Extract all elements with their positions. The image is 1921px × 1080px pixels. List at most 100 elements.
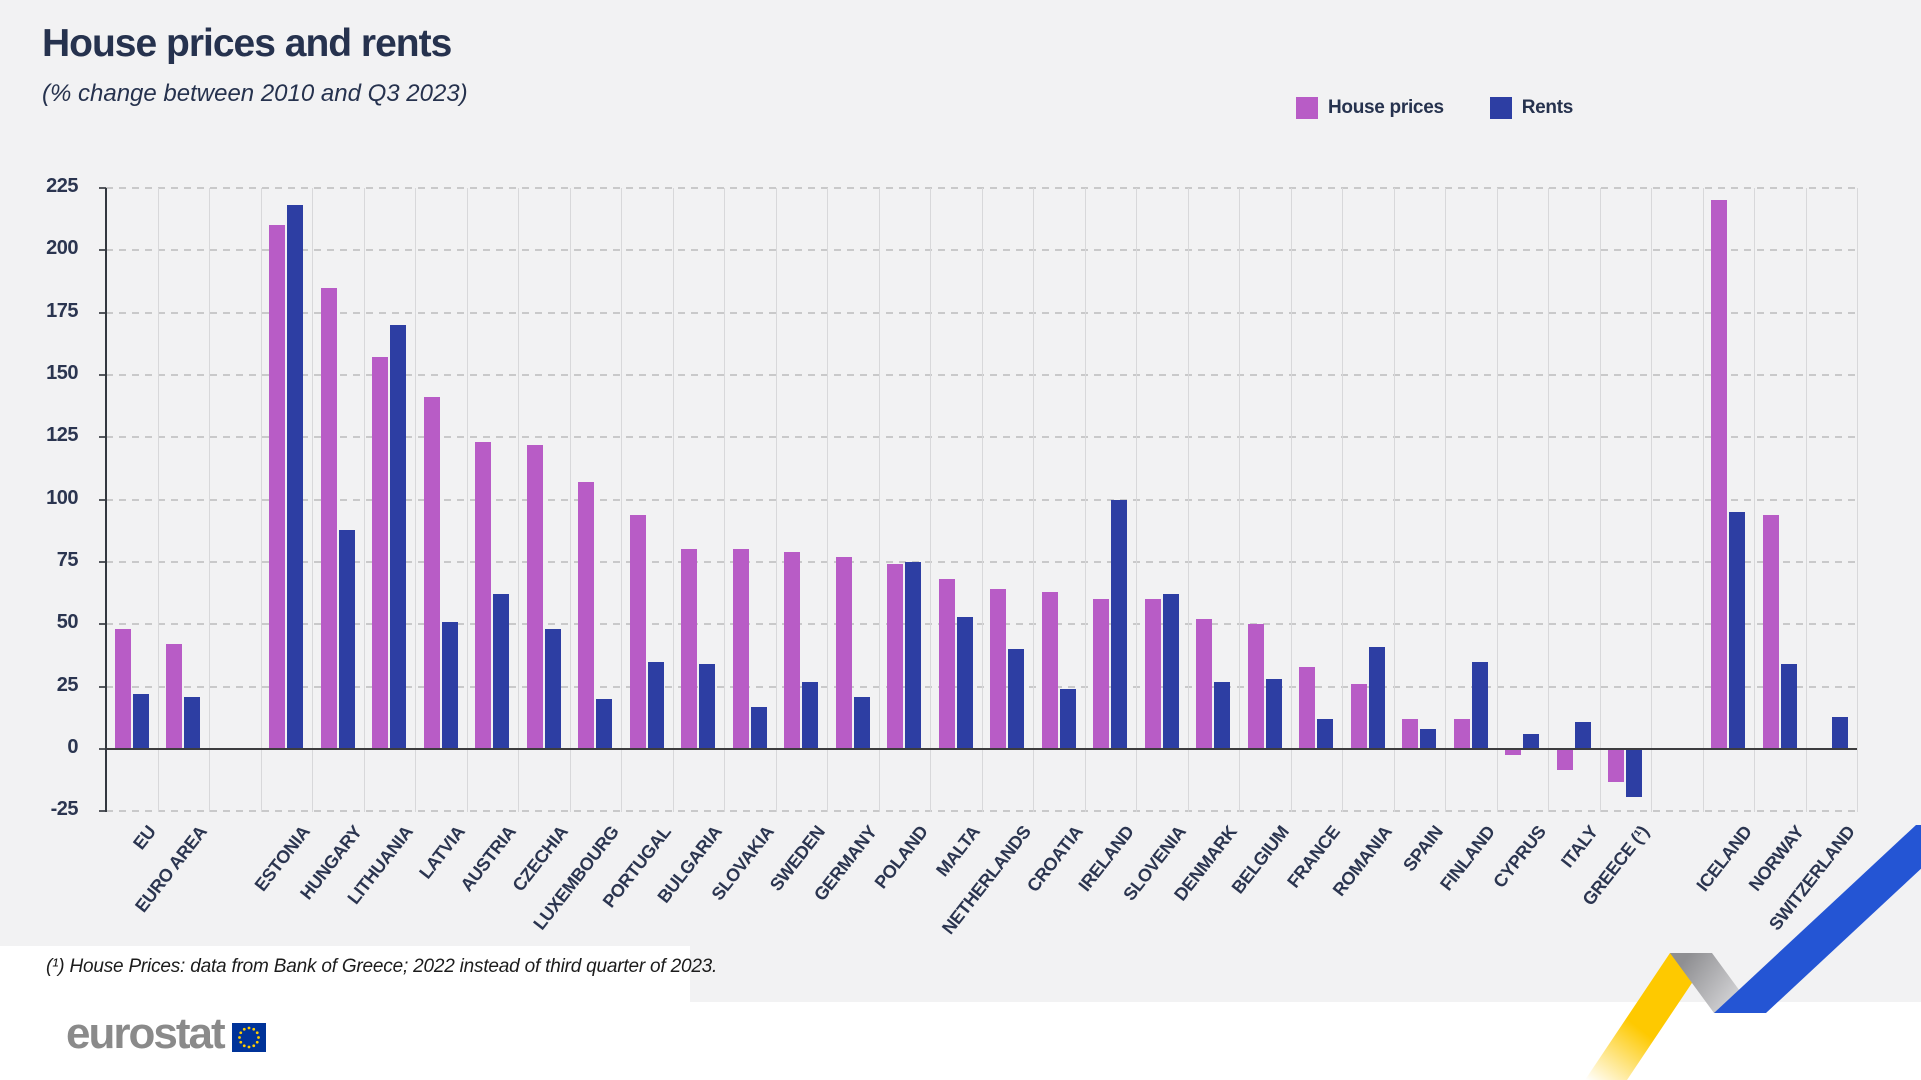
y-axis-tick [99, 623, 106, 626]
slot-gridline [1548, 188, 1549, 812]
slot-gridline [1290, 188, 1292, 812]
bar-house-prices-euro-area [166, 644, 183, 749]
slot-gridline [775, 188, 777, 812]
bar-rents-luxembourg [596, 699, 613, 749]
bar-house-prices-cyprus [1505, 750, 1522, 755]
y-axis-tick [99, 436, 106, 439]
rents-swatch-icon [1489, 97, 1512, 119]
bar-house-prices-iceland [1711, 200, 1728, 749]
y-axis-tick [99, 560, 106, 563]
slot-gridline [1033, 188, 1034, 812]
gridline [106, 186, 1857, 189]
slot-gridline [209, 188, 210, 812]
y-axis-label: 150 [46, 361, 78, 384]
bar-house-prices-portugal [629, 514, 646, 749]
eu-flag-star [247, 1026, 250, 1029]
bar-rents-greece [1626, 750, 1643, 798]
bar-rents-norway [1780, 664, 1797, 749]
y-axis-tick [99, 498, 106, 501]
bar-rents-malta [956, 616, 973, 749]
bar-rents-romania [1368, 646, 1385, 749]
slot-gridline [827, 188, 828, 812]
legend-item-house-prices: House prices [1296, 97, 1444, 119]
bar-rents-euro-area [184, 696, 201, 749]
bar-house-prices-croatia [1041, 591, 1058, 749]
bar-house-prices-czechia [526, 444, 543, 749]
slot-gridline [930, 188, 931, 812]
bar-house-prices-norway [1762, 514, 1779, 749]
slot-gridline [981, 188, 983, 812]
slot-gridline [878, 188, 880, 812]
slot-gridline [569, 188, 571, 812]
bar-rents-estonia [287, 205, 304, 749]
eu-flag-star [238, 1040, 242, 1044]
bar-rents-latvia [441, 621, 458, 749]
eu-flag-star [242, 1027, 246, 1031]
slot-gridline [363, 188, 365, 812]
bar-rents-netherlands [1008, 649, 1025, 749]
bar-house-prices-estonia [269, 225, 286, 749]
y-axis-label: 0 [67, 736, 78, 758]
chart-legend: House prices Rents [1296, 97, 1573, 119]
bar-rents-italy [1574, 721, 1591, 749]
y-axis-tick [99, 685, 106, 688]
bar-house-prices-slovenia [1144, 599, 1161, 749]
bar-house-prices-germany [835, 556, 852, 749]
bar-rents-bulgaria [699, 664, 716, 749]
slot-gridline [1496, 188, 1498, 812]
bar-house-prices-france [1299, 666, 1316, 749]
slot-gridline [415, 188, 416, 812]
y-axis-line [105, 188, 107, 812]
slot-gridline [260, 188, 262, 812]
slot-gridline [1857, 188, 1858, 812]
bar-house-prices-ireland [1093, 599, 1110, 749]
bar-rents-eu [132, 694, 149, 749]
slot-gridline [466, 188, 468, 812]
footnote: (¹) House Prices: data from Bank of Gree… [46, 956, 718, 977]
y-axis-tick [99, 311, 106, 314]
slot-gridline [1084, 188, 1086, 812]
y-axis-label: 225 [46, 174, 78, 197]
slot-gridline [621, 188, 622, 812]
y-axis-label: 125 [46, 424, 78, 447]
slot-gridline [1651, 188, 1652, 812]
bar-house-prices-bulgaria [681, 549, 698, 749]
bar-house-prices-eu [114, 629, 131, 749]
slot-gridline [1239, 188, 1240, 812]
legend-label-rents: Rents [1521, 97, 1574, 118]
slot-gridline [1187, 188, 1189, 812]
bar-house-prices-austria [475, 442, 492, 749]
y-axis-label: 100 [46, 486, 78, 509]
slot-gridline [1136, 188, 1137, 812]
slot-gridline [724, 188, 725, 812]
y-axis-tick [99, 186, 106, 189]
bar-rents-poland [905, 561, 922, 749]
y-axis-tick [99, 249, 106, 252]
bar-rents-finland [1471, 661, 1488, 749]
y-axis-label: 50 [56, 611, 79, 634]
bar-house-prices-luxembourg [578, 482, 595, 749]
bar-house-prices-belgium [1247, 624, 1264, 749]
eu-flag-icon [231, 1022, 266, 1052]
slot-gridline [1445, 188, 1446, 812]
footnote-band [0, 946, 690, 1002]
slot-gridline [1342, 188, 1343, 812]
bar-house-prices-poland [887, 564, 904, 749]
bar-rents-france [1317, 719, 1334, 749]
bar-rents-belgium [1265, 679, 1282, 749]
bar-rents-spain [1420, 729, 1437, 749]
eu-flag-star [256, 1035, 260, 1039]
bar-rents-sweden [802, 681, 819, 749]
bar-house-prices-greece [1608, 750, 1625, 783]
bar-rents-switzerland [1832, 716, 1849, 749]
bar-house-prices-netherlands [990, 589, 1007, 749]
slot-gridline [1754, 188, 1755, 812]
eu-flag-star [255, 1030, 259, 1034]
bar-house-prices-finland [1453, 719, 1470, 749]
bar-house-prices-sweden [784, 551, 801, 749]
bar-rents-lithuania [390, 325, 407, 749]
y-axis-label: 175 [46, 299, 78, 322]
bar-rents-hungary [338, 529, 355, 749]
bar-house-prices-spain [1402, 719, 1419, 749]
chart-subtitle: (% change between 2010 and Q3 2023) [42, 80, 468, 107]
